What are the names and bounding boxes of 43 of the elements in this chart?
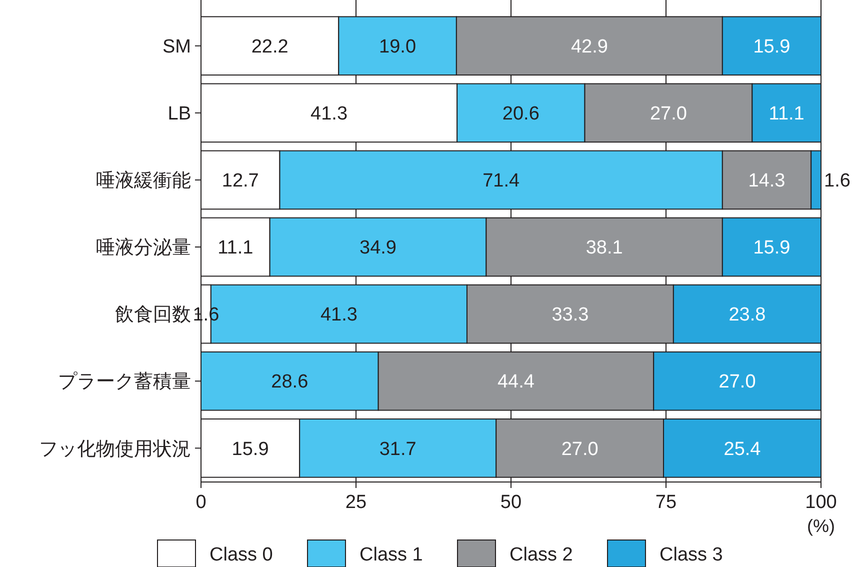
data-label: 15.9	[232, 438, 269, 460]
data-label: 27.0	[718, 372, 756, 393]
data-label: 11.1	[218, 238, 254, 259]
data-label: 34.9	[360, 238, 396, 259]
data-label: 1.6	[824, 170, 850, 192]
data-label: 20.6	[502, 104, 540, 125]
legend-label: Class 1	[360, 544, 423, 566]
data-label: 11.1	[768, 104, 804, 125]
data-label: 19.0	[379, 36, 416, 58]
x-tick-label: 50	[500, 492, 522, 513]
legend-label: Class 2	[510, 544, 573, 566]
data-label: 28.6	[271, 372, 308, 393]
data-label: 15.9	[753, 238, 790, 259]
data-label: 41.3	[310, 104, 348, 125]
x-tick-label: 75	[655, 492, 677, 513]
data-label: 41.3	[320, 304, 358, 326]
legend-label: Class 0	[210, 544, 273, 566]
data-label: 71.4	[482, 170, 520, 192]
data-label: 25.4	[724, 438, 762, 460]
data-label: 33.3	[552, 304, 589, 326]
data-label: 12.7	[222, 170, 259, 192]
y-tick-label: プラーク蓄積量	[58, 372, 191, 393]
x-axis-title: (%)	[807, 516, 835, 536]
y-tick-label: 唾液緩衝能	[96, 170, 191, 192]
data-label: 27.0	[561, 438, 598, 460]
data-label: 27.0	[650, 104, 687, 125]
data-label: 15.9	[753, 36, 790, 58]
x-tick-label: 100	[805, 492, 837, 513]
y-tick-label: SM	[162, 36, 191, 58]
y-tick-label: フッ化物使用状況	[39, 438, 191, 460]
x-tick-label: 25	[345, 492, 367, 513]
data-label: 31.7	[379, 438, 416, 460]
x-tick-label: 0	[196, 492, 206, 513]
y-tick-label: 飲食回数	[115, 304, 191, 326]
data-label: 38.1	[586, 238, 623, 259]
y-tick-label: 唾液分泌量	[96, 236, 191, 259]
legend-label: Class 3	[660, 544, 723, 566]
data-label: 14.3	[748, 170, 786, 192]
data-label: 23.8	[728, 304, 766, 326]
data-label: 22.2	[251, 36, 288, 58]
y-tick-label: LB	[168, 104, 191, 125]
data-label: 42.9	[570, 36, 608, 58]
data-label: 44.4	[497, 372, 535, 393]
